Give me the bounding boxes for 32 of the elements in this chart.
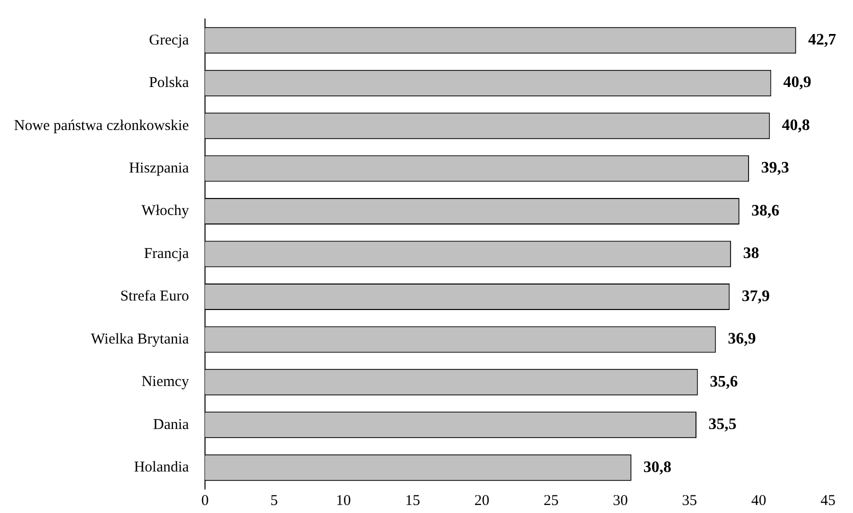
x-tick-label: 20 [474,492,490,509]
data-label: 39,3 [761,160,790,177]
y-tick-label: Polska [148,75,190,92]
y-tick-label: Niemcy [141,374,190,390]
data-label: 37,9 [742,288,770,305]
y-tick-label: Włochy [141,203,190,220]
y-tick-label: Dania [153,416,190,433]
x-tick-label: 10 [336,492,351,509]
y-tick-label: Hiszpania [128,160,190,176]
x-tick-label: 30 [612,492,628,509]
y-tick-label: Grecja [148,32,190,48]
data-label: 38,6 [751,202,780,220]
data-label: 38 [743,245,760,262]
data-label: 40,9 [783,74,812,92]
y-tick-label: Holandia [134,460,190,476]
y-tick-label: Wielka Brytania [90,331,190,348]
x-tick-label: 15 [405,492,420,509]
x-tick-label: 5 [270,492,278,509]
x-tick-label: 35 [682,492,698,509]
y-tick-label: Nowe państwa członkowskie [14,118,190,134]
data-label: 35,5 [708,416,736,434]
data-label: 40,8 [782,116,810,134]
x-tick-label: 40 [751,492,766,509]
data-label: 42,7 [808,32,836,49]
x-tick-label: 0 [201,492,209,509]
data-label: 30,8 [643,458,672,476]
x-tick-label: 25 [544,492,559,509]
y-tick-label: Francja [144,246,190,262]
y-tick-label: Strefa Euro [120,288,189,305]
data-label: 35,6 [710,373,738,390]
data-label: 36,9 [728,330,756,348]
x-tick-label: 45 [820,492,836,509]
